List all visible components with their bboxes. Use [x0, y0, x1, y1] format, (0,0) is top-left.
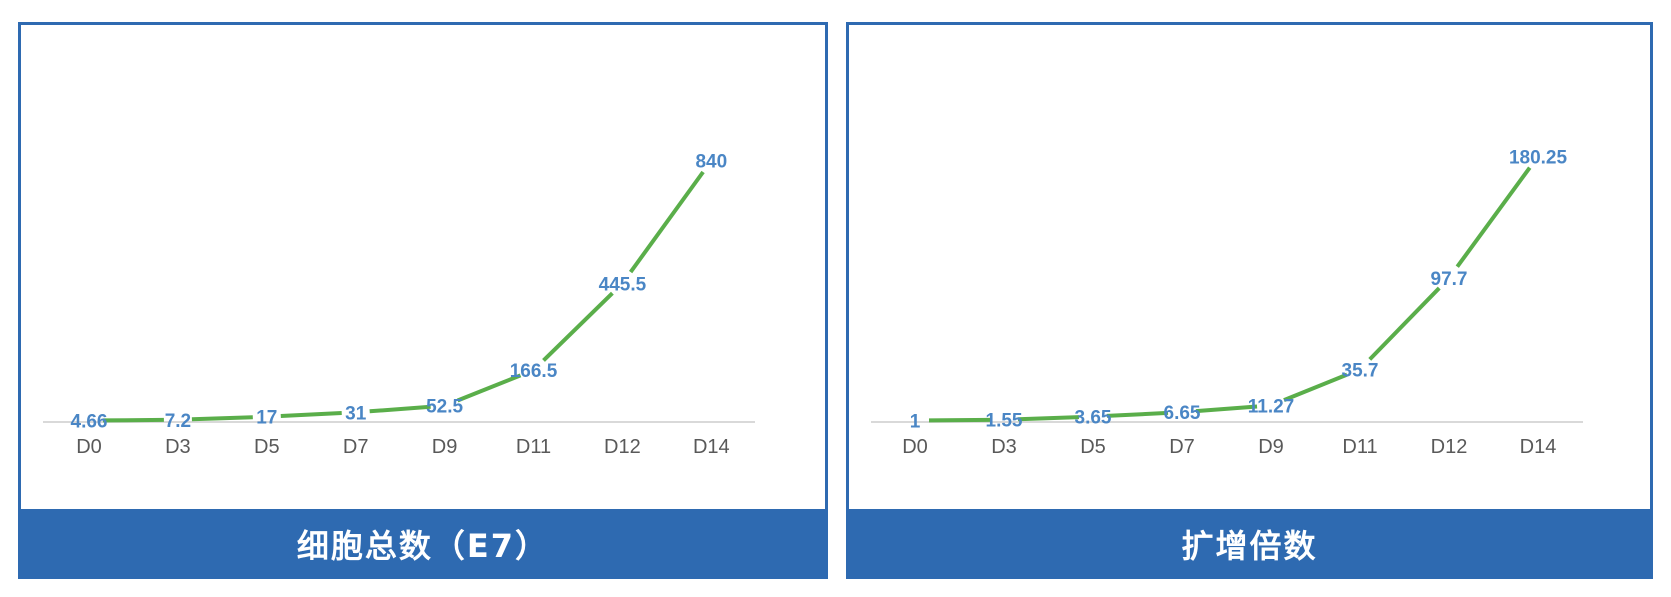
x-tick-label: D0	[76, 436, 102, 458]
series-line-segment	[542, 291, 614, 362]
series-line-segment	[1106, 410, 1169, 418]
data-label: 17	[256, 408, 277, 429]
x-tick-label: D11	[516, 436, 551, 458]
data-label: 445.5	[599, 274, 647, 295]
data-label: 1.55	[986, 411, 1023, 432]
x-tick-label: D0	[902, 436, 928, 458]
series-line-segment	[628, 170, 705, 274]
x-tick-label: D3	[165, 436, 191, 458]
data-label: 1	[910, 412, 921, 433]
series-line-segment	[191, 415, 253, 422]
data-label: 180.25	[1509, 147, 1568, 168]
chart-title: 细胞总数（E7）	[18, 509, 828, 579]
data-label: 11.27	[1248, 396, 1295, 417]
series-line-segment	[1017, 415, 1080, 422]
chart-title: 扩增倍数	[846, 509, 1653, 579]
x-tick-label: D9	[432, 436, 458, 458]
x-tick-label: D5	[1080, 436, 1106, 458]
data-label: 4.66	[71, 412, 108, 433]
series-line-segment	[1368, 286, 1441, 361]
expansion-fold-line-chart: D0 D3 D5 D7 D9 D11 D12 D14 1 1.55 3.65 6.65 11.27 35.…	[871, 147, 1583, 458]
data-label: 97.7	[1431, 269, 1468, 290]
x-tick-label: D3	[991, 436, 1017, 458]
series-line-segment	[369, 404, 431, 414]
series-line-segment	[280, 411, 342, 419]
series-line-segment	[1283, 372, 1348, 402]
chart-panel-cell-count: D0 D3 D5 D7 D9 D11 D12 D14 4.66 7.2 17 31 52.5 166.5 4…	[18, 22, 828, 579]
x-tick-label: D9	[1258, 436, 1284, 458]
series-line-segment	[456, 373, 522, 403]
x-tick-label: D7	[1169, 436, 1195, 458]
x-tick-label: D7	[343, 436, 369, 458]
x-tick-label: D12	[1431, 436, 1468, 458]
series-line-segment	[1455, 166, 1532, 268]
x-tick-label: D5	[254, 436, 280, 458]
series-line-segment	[1195, 404, 1258, 414]
x-tick-label: D14	[1520, 436, 1557, 458]
data-label: 31	[345, 403, 367, 424]
data-label: 52.5	[426, 397, 463, 418]
series-line-segment	[102, 417, 164, 423]
x-tick-label: D12	[604, 436, 641, 458]
x-tick-label: D11	[1342, 436, 1377, 458]
chart-panel-expansion-fold: D0 D3 D5 D7 D9 D11 D12 D14 1 1.55 3.65 6.65 11.27 35.…	[846, 22, 1653, 579]
data-label: 840	[695, 152, 727, 173]
series-line-segment	[928, 417, 991, 423]
cell-count-line-chart: D0 D3 D5 D7 D9 D11 D12 D14 4.66 7.2 17 31 52.5 166.5 4…	[43, 152, 755, 458]
data-label: 7.2	[165, 411, 191, 432]
data-label: 6.65	[1164, 403, 1201, 424]
data-label: 166.5	[510, 361, 558, 382]
data-label: 35.7	[1342, 360, 1379, 381]
data-label: 3.65	[1075, 408, 1112, 429]
x-tick-label: D14	[693, 436, 730, 458]
